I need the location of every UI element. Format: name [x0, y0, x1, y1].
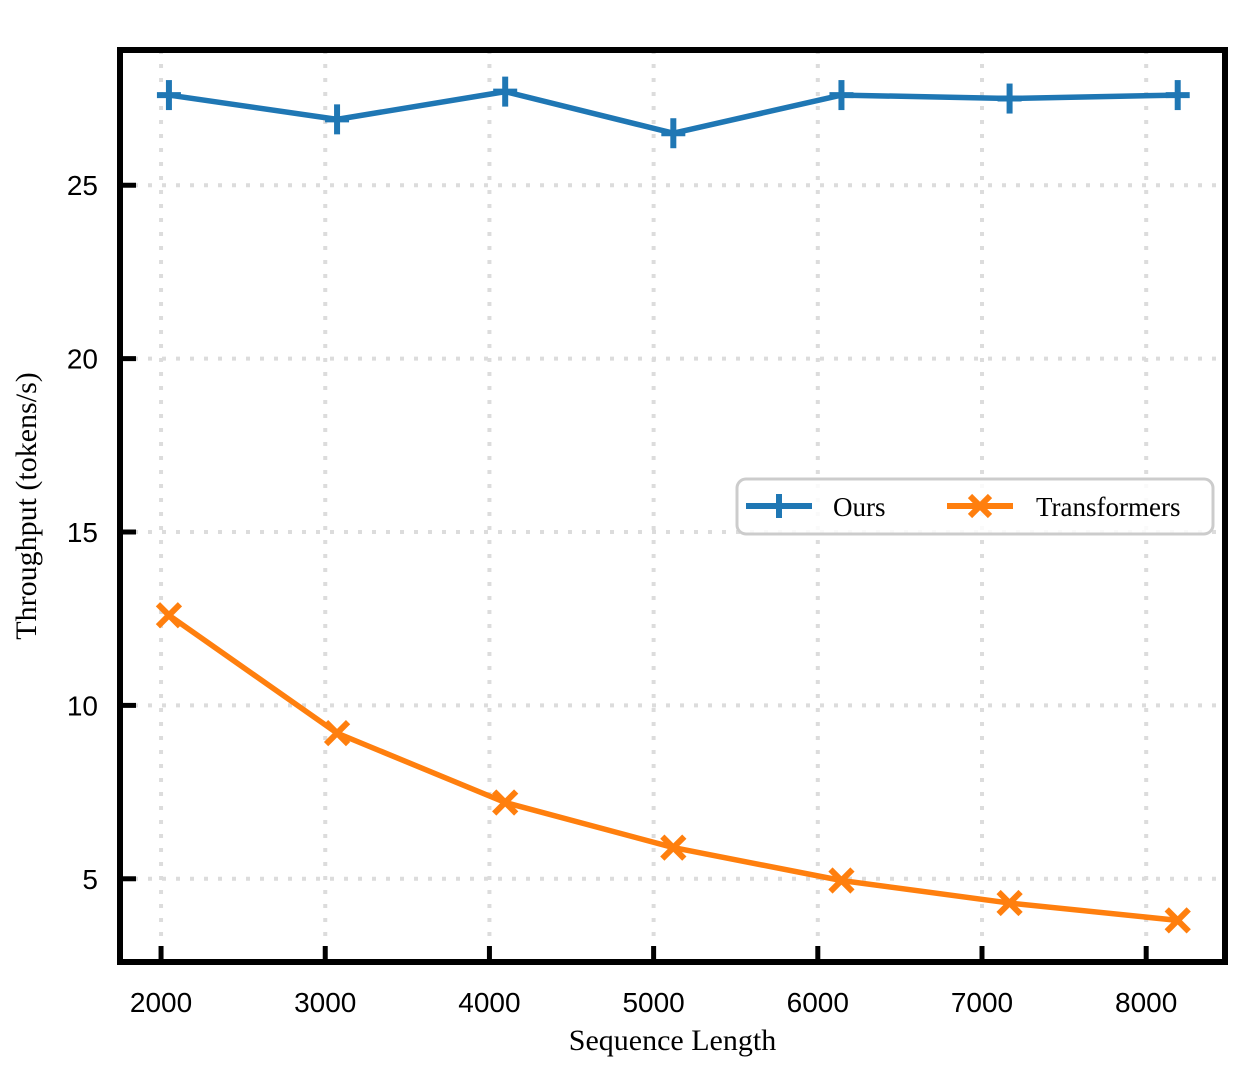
y-tick-label: 15: [67, 517, 98, 548]
plus-marker: [997, 83, 1022, 114]
x-tick-label: 5000: [622, 987, 684, 1018]
x-marker: [323, 720, 351, 747]
axis-ticks: [123, 182, 1149, 959]
plot-border: [117, 47, 1228, 965]
plus-marker: [1165, 80, 1190, 111]
x-marker: [828, 867, 855, 894]
x-tick-label: 4000: [458, 987, 520, 1018]
plus-marker: [661, 118, 686, 149]
x-tick-label: 3000: [294, 987, 356, 1018]
y-tick-label: 20: [67, 344, 98, 375]
legend-entry-ours: Ours: [746, 492, 886, 522]
plus-marker: [325, 104, 350, 135]
series-ours: [156, 76, 1190, 149]
x-marker: [660, 834, 687, 861]
x-tick-label: 2000: [130, 987, 192, 1018]
x-axis-label: Sequence Length: [569, 1024, 776, 1057]
y-tick-label: 5: [82, 864, 98, 895]
x-marker: [1164, 907, 1191, 934]
plus-marker: [829, 80, 854, 111]
x-marker: [155, 602, 183, 629]
gridlines: [120, 50, 1225, 962]
x-marker: [492, 789, 519, 816]
plus-marker: [493, 76, 518, 107]
y-axis-label: Throughput (tokens/s): [10, 372, 43, 639]
y-tick-label: 25: [67, 170, 98, 201]
y-tick-label: 10: [67, 690, 98, 721]
legend-entry-transformers: Transformers: [947, 492, 1181, 522]
x-marker: [996, 889, 1023, 917]
series-transformers: [155, 602, 1191, 934]
legend-label-transformers: Transformers: [1036, 492, 1181, 522]
legend-label-ours: Ours: [833, 492, 886, 522]
x-tick-label: 8000: [1115, 987, 1177, 1018]
x-tick-label: 6000: [787, 987, 849, 1018]
plus-marker: [156, 80, 181, 111]
x-marker: [967, 493, 993, 519]
legend: Ours Transformers: [735, 477, 1215, 536]
series-line-transformers: [166, 612, 1181, 924]
x-tick-label: 7000: [951, 987, 1013, 1018]
